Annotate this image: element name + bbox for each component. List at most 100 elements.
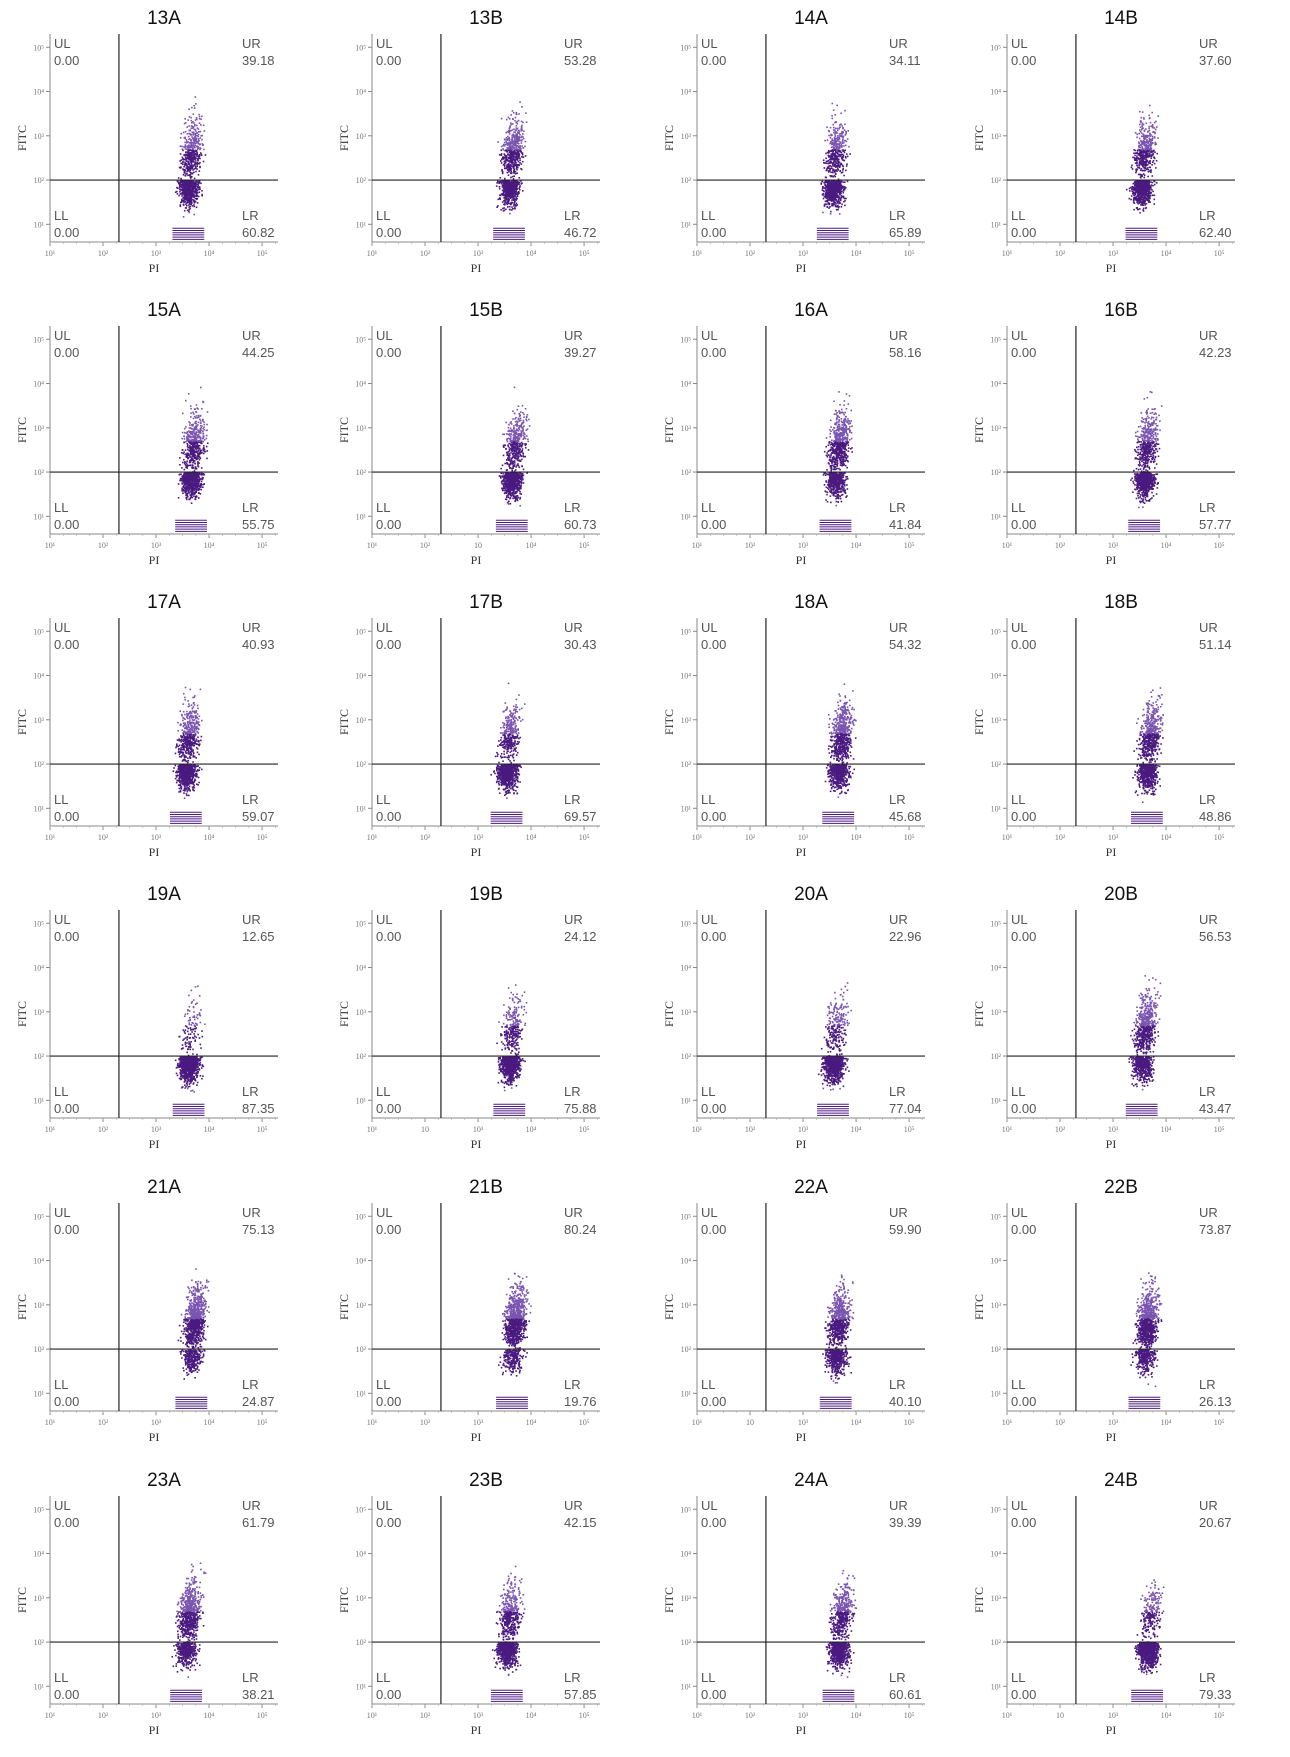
- event-dot: [186, 165, 188, 167]
- event-dot: [187, 201, 189, 204]
- event-dot: [181, 156, 184, 159]
- event-dot: [833, 136, 836, 139]
- y-axis-label: FITC: [15, 417, 29, 443]
- event-dot: [514, 143, 517, 146]
- event-dot: [843, 201, 845, 203]
- event-dot: [191, 153, 193, 155]
- event-dot: [516, 152, 519, 154]
- event-dot: [510, 185, 513, 187]
- event-dot: [504, 180, 507, 183]
- event-dot: [185, 139, 188, 141]
- event-dot: [835, 183, 837, 185]
- event-dot: [512, 134, 515, 136]
- event-dot: [183, 170, 186, 172]
- event-dot: [1142, 209, 1144, 211]
- event-dot: [827, 189, 830, 191]
- event-dot: [514, 193, 516, 196]
- event-dot: [502, 194, 505, 197]
- event-dot: [198, 187, 201, 189]
- event-dot: [507, 142, 510, 145]
- event-dot: [507, 164, 510, 167]
- event-dot: [844, 134, 847, 136]
- event-dot: [516, 134, 519, 137]
- event-dot: [503, 162, 506, 165]
- event-dot: [841, 171, 844, 173]
- event-dot: [1142, 148, 1145, 151]
- event-dot: [828, 196, 830, 198]
- event-dot: [502, 207, 504, 210]
- event-dot: [1144, 194, 1146, 196]
- event-dot: [198, 444, 201, 447]
- event-dot: [506, 138, 508, 140]
- event-dot: [1140, 164, 1143, 166]
- event-dot: [1148, 117, 1151, 120]
- event-dot: [1145, 198, 1147, 200]
- event-dot: [1133, 149, 1135, 151]
- event-dot: [197, 185, 199, 188]
- event-dot: [844, 181, 846, 183]
- event-dot: [194, 138, 197, 141]
- event-dot: [1148, 162, 1150, 164]
- event-dot: [1147, 135, 1150, 137]
- event-dot: [195, 170, 197, 173]
- event-dot: [197, 414, 200, 417]
- flow-plot-13b: 13B 10¹ 10² 10³ 10⁴ 10⁵ 10⁵ 10⁴ 10³ 10² 10¹ PI FITC U…: [330, 4, 620, 284]
- event-dot: [196, 153, 198, 156]
- event-dot: [518, 132, 521, 135]
- event-dot: [195, 134, 197, 137]
- event-dot: [1140, 140, 1142, 143]
- event-dot: [188, 206, 191, 208]
- event-dot: [835, 192, 838, 194]
- event-dot: [1144, 185, 1147, 187]
- quadrant-ur-label: UR: [1199, 36, 1218, 51]
- event-dot: [191, 191, 193, 194]
- event-dot: [841, 187, 843, 189]
- event-dot: [179, 204, 182, 206]
- event-dot: [828, 203, 831, 206]
- event-dot: [509, 189, 511, 191]
- event-dot: [184, 200, 187, 203]
- event-dot: [508, 127, 511, 130]
- event-dot: [1144, 165, 1147, 168]
- event-dot: [507, 193, 510, 195]
- event-dot: [202, 160, 205, 163]
- event-dot: [185, 187, 187, 190]
- event-dot: [504, 184, 506, 186]
- event-dot: [502, 186, 505, 189]
- event-dot: [502, 193, 505, 195]
- event-dot: [191, 158, 194, 160]
- event-dot: [1152, 184, 1154, 187]
- event-dot: [181, 145, 183, 148]
- event-dot: [188, 200, 190, 203]
- event-dot: [840, 194, 843, 197]
- event-dot: [837, 204, 839, 207]
- event-dot: [839, 189, 841, 192]
- event-dot: [1139, 126, 1142, 128]
- x-tick-label: 10¹: [367, 249, 378, 258]
- event-dot: [184, 183, 187, 186]
- event-dot: [830, 133, 832, 136]
- event-dot: [836, 185, 838, 187]
- event-dot: [839, 193, 841, 196]
- event-dot: [827, 183, 830, 186]
- event-dot: [1138, 183, 1141, 185]
- event-dot: [200, 118, 202, 120]
- event-dot: [1138, 186, 1141, 189]
- event-dot: [833, 197, 836, 200]
- event-dot: [183, 165, 185, 168]
- event-dot: [838, 185, 841, 188]
- event-dot: [503, 181, 506, 184]
- event-dot: [1145, 195, 1148, 197]
- event-dot: [189, 146, 192, 149]
- event-dot: [508, 199, 510, 202]
- event-dot: [504, 187, 507, 190]
- event-dot: [1156, 126, 1158, 128]
- event-dot: [1149, 201, 1151, 203]
- event-dot: [177, 177, 180, 179]
- event-dot: [834, 157, 837, 159]
- event-dot: [1133, 189, 1135, 191]
- event-dot: [503, 194, 506, 197]
- event-dot: [518, 139, 521, 142]
- event-dot: [513, 203, 515, 206]
- event-dot: [191, 157, 193, 159]
